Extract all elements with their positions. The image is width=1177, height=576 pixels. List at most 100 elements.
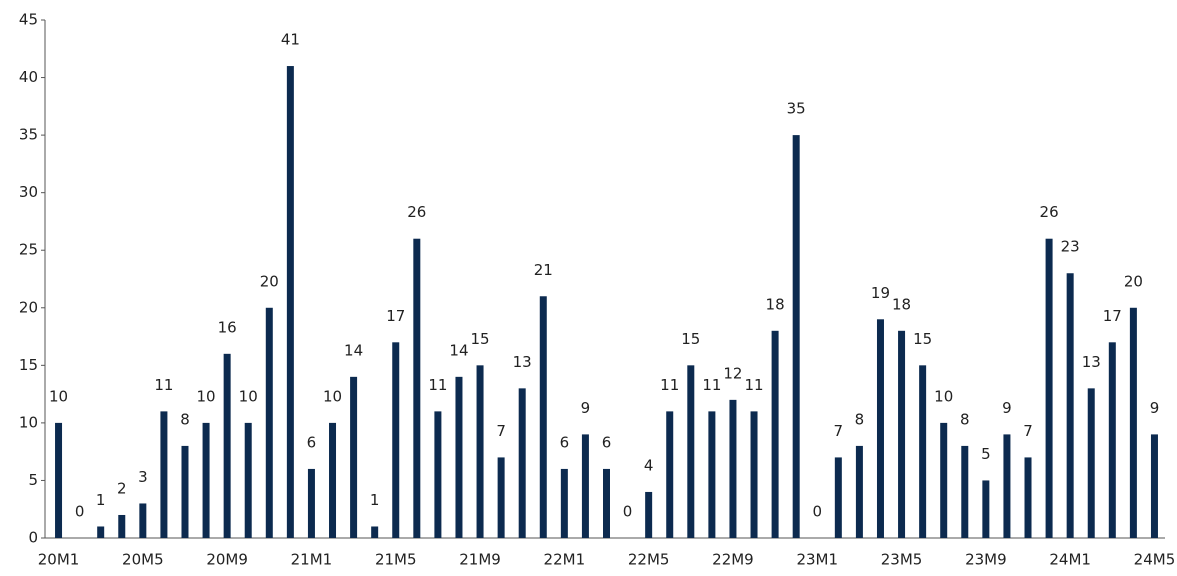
x-tick-label: 23M9 [965, 551, 1007, 569]
y-tick-label: 45 [19, 11, 38, 29]
bar [518, 388, 526, 538]
bar [476, 365, 484, 538]
value-label: 8 [855, 410, 865, 428]
x-tick-label: 24M5 [1134, 551, 1176, 569]
bar [160, 411, 168, 538]
value-label: 5 [981, 445, 991, 463]
value-label: 13 [1082, 353, 1101, 371]
value-label: 21 [534, 261, 553, 279]
bar [413, 238, 421, 538]
y-tick-label: 5 [28, 471, 38, 489]
bar [97, 526, 105, 538]
value-label: 6 [560, 433, 570, 451]
value-label: 10 [49, 387, 68, 405]
y-tick-label: 0 [28, 529, 38, 547]
value-label: 11 [154, 376, 173, 394]
y-tick-label: 20 [19, 298, 38, 316]
value-label: 35 [787, 100, 806, 118]
value-label: 20 [260, 272, 279, 290]
bar [855, 445, 863, 538]
value-label: 6 [307, 433, 317, 451]
value-label: 4 [644, 456, 654, 474]
bar [1150, 434, 1158, 538]
value-label: 9 [1150, 399, 1160, 417]
bar [329, 422, 337, 538]
bar [1087, 388, 1095, 538]
bar [1024, 457, 1032, 538]
y-tick-label: 25 [19, 241, 38, 259]
x-tick-label: 23M5 [881, 551, 923, 569]
value-label: 10 [197, 387, 216, 405]
x-tick-label: 22M5 [628, 551, 670, 569]
x-tick-label: 23M1 [796, 551, 838, 569]
bar [645, 491, 653, 538]
bar [1108, 342, 1116, 538]
bar [371, 526, 379, 538]
x-tick-label: 21M1 [291, 551, 333, 569]
y-tick-label: 15 [19, 356, 38, 374]
bar [118, 514, 126, 538]
value-label: 1 [96, 491, 106, 509]
value-label: 7 [1023, 422, 1033, 440]
value-label: 11 [744, 376, 763, 394]
value-label: 16 [218, 318, 237, 336]
value-label: 41 [281, 31, 300, 49]
value-label: 15 [913, 330, 932, 348]
bar [771, 330, 779, 538]
value-label: 18 [892, 295, 911, 313]
bar [876, 319, 884, 538]
value-label: 11 [660, 376, 679, 394]
bar [139, 503, 147, 538]
bar [286, 66, 294, 539]
value-label: 26 [407, 203, 426, 221]
value-label: 14 [344, 341, 363, 359]
bar [581, 434, 589, 538]
bar [666, 411, 674, 538]
bar [1003, 434, 1011, 538]
value-label: 20 [1124, 272, 1143, 290]
value-label: 8 [180, 410, 190, 428]
bar [307, 468, 315, 538]
value-label: 6 [602, 433, 612, 451]
y-tick-label: 10 [19, 413, 38, 431]
bar [1066, 273, 1074, 538]
value-label: 26 [1040, 203, 1059, 221]
value-label: 15 [681, 330, 700, 348]
value-label: 14 [449, 341, 468, 359]
bar [1129, 307, 1137, 538]
bar [497, 457, 505, 538]
x-tick-label: 20M1 [38, 551, 80, 569]
value-label: 15 [471, 330, 490, 348]
bar [982, 480, 990, 538]
bar [603, 468, 610, 538]
bar [265, 307, 273, 538]
value-label: 0 [812, 503, 822, 521]
value-label: 10 [323, 387, 342, 405]
x-tick-label: 21M9 [459, 551, 501, 569]
value-label: 23 [1061, 238, 1080, 256]
bar [434, 411, 442, 538]
bar [898, 330, 906, 538]
x-tick-label: 22M9 [712, 551, 754, 569]
value-label: 7 [496, 422, 506, 440]
value-label: 11 [702, 376, 721, 394]
value-label: 10 [934, 387, 953, 405]
value-label: 19 [871, 284, 890, 302]
bar [708, 411, 716, 538]
value-label: 7 [834, 422, 844, 440]
bar [350, 376, 358, 538]
bar [539, 296, 547, 538]
bar [834, 457, 842, 538]
x-tick-label: 22M1 [544, 551, 586, 569]
bar [750, 411, 758, 538]
value-label: 13 [513, 353, 532, 371]
bar [961, 445, 969, 538]
value-label: 17 [1103, 307, 1122, 325]
value-label: 2 [117, 479, 127, 497]
bar [392, 342, 400, 538]
value-label: 8 [960, 410, 970, 428]
bar [223, 353, 231, 538]
bar [455, 376, 463, 538]
